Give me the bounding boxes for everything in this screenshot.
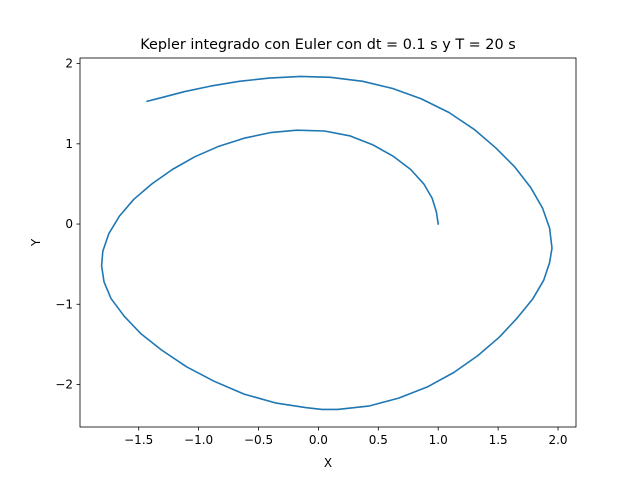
plot-area [100,75,553,411]
y-tick-label: 0 [65,217,73,231]
y-tick-label: 1 [65,137,73,151]
y-axis-label: Y [29,238,43,247]
x-tick-label: 0.5 [369,433,388,447]
y-tick-label: −2 [55,377,73,391]
y-tick-label: −1 [55,297,73,311]
x-tick-label: 2.0 [548,433,567,447]
x-tick-label: 0.0 [309,433,328,447]
x-tick-label: −1.0 [184,433,213,447]
x-tick-label: −1.5 [124,433,153,447]
x-tick-label: 1.0 [429,433,448,447]
y-tick-label: 2 [65,57,73,71]
x-axis-label: X [324,456,332,470]
plot-frame [79,57,577,428]
y-axis-ticks: −2 −1 0 1 2 [55,57,80,391]
x-axis-ticks: −1.5 −1.0 −0.5 0.0 0.5 1.0 1.5 2.0 [124,427,568,447]
chart-title: Kepler integrado con Euler con dt = 0.1 … [140,37,515,53]
x-tick-label: 1.5 [489,433,508,447]
series-line-0 [100,75,553,411]
x-tick-label: −0.5 [244,433,273,447]
